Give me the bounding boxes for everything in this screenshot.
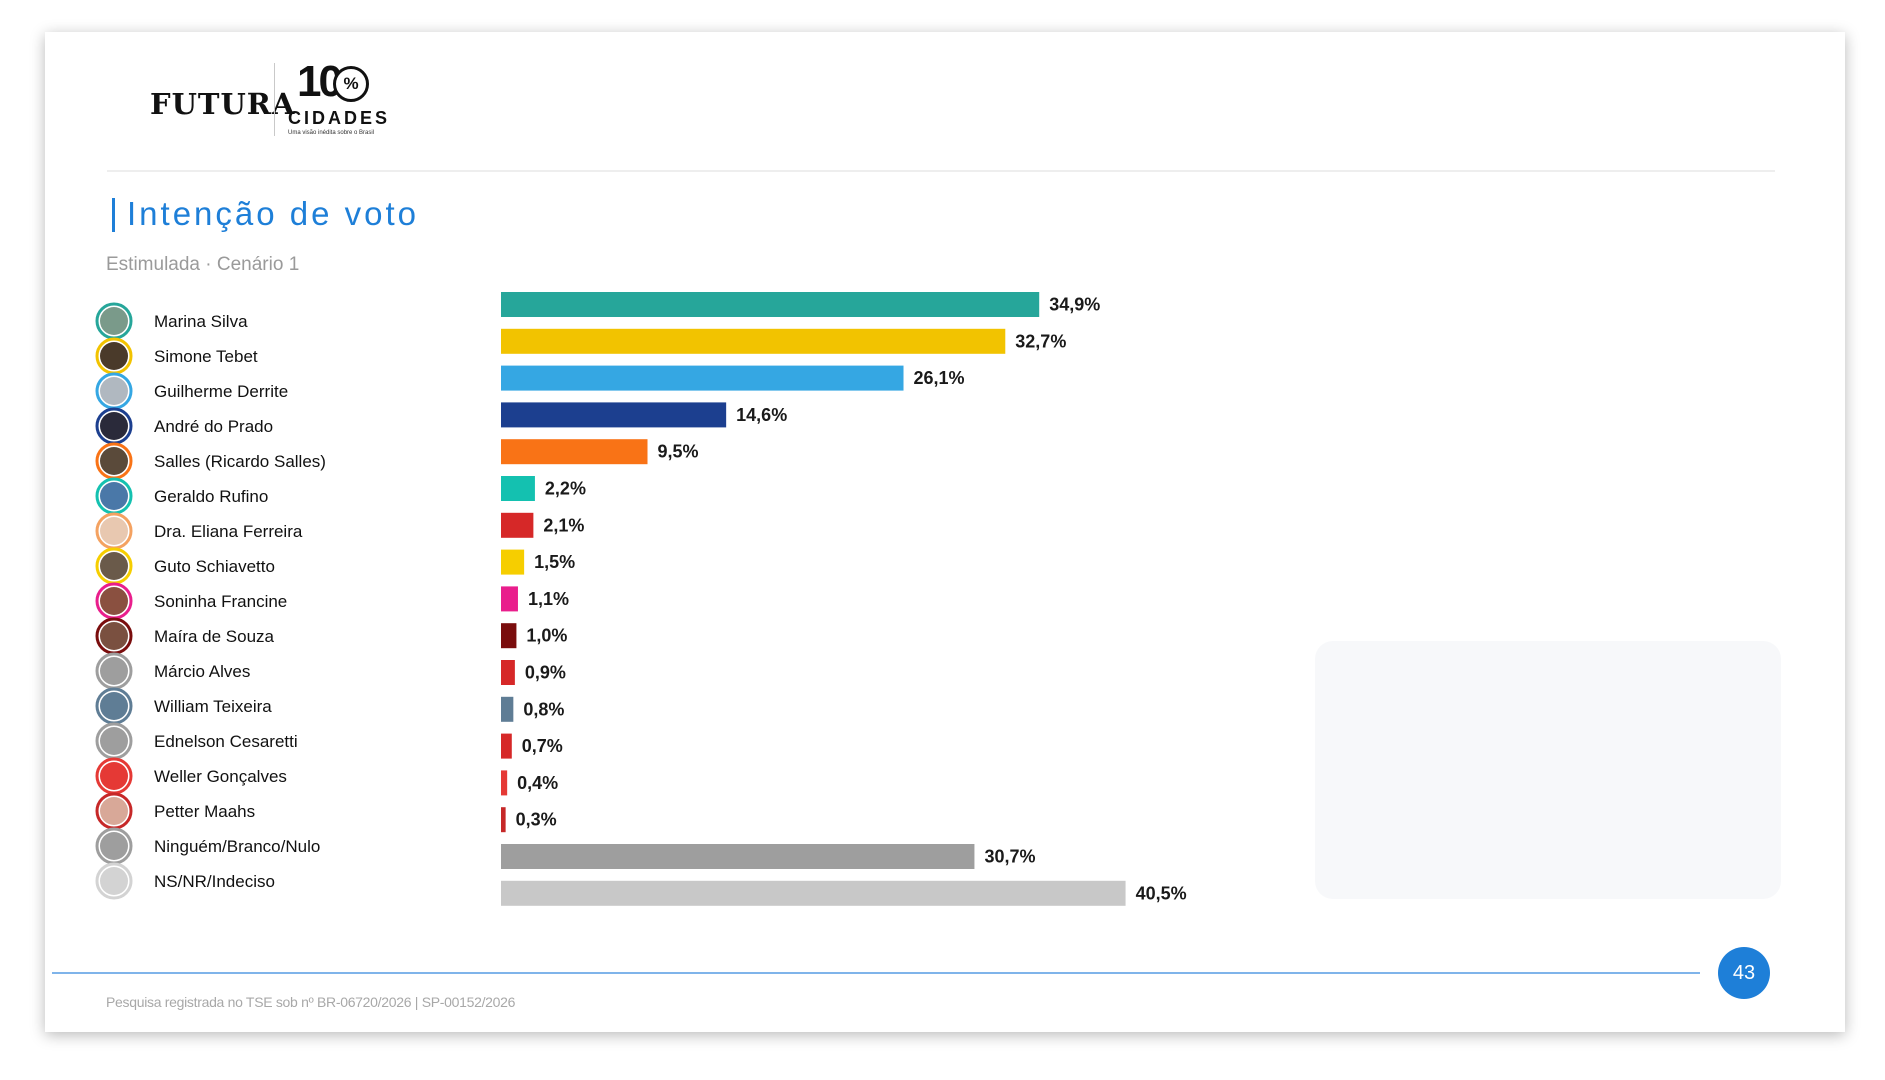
candidate-avatar bbox=[100, 517, 128, 545]
vote-bar bbox=[501, 623, 517, 649]
vote-value-label: 0,3% bbox=[516, 810, 557, 830]
vote-value-label: 1,0% bbox=[526, 626, 567, 646]
vote-value-label: 32,7% bbox=[1015, 331, 1066, 351]
candidate-name-label: Ninguém/Branco/Nulo bbox=[154, 837, 320, 856]
vote-value-label: 2,1% bbox=[543, 515, 584, 535]
candidate-name-label: Márcio Alves bbox=[154, 662, 250, 681]
candidate-name-label: Salles (Ricardo Salles) bbox=[154, 452, 326, 471]
vote-value-label: 2,2% bbox=[545, 479, 586, 499]
vote-bar bbox=[501, 880, 1126, 906]
header-divider bbox=[107, 170, 1775, 172]
candidate-name-label: Simone Tebet bbox=[154, 347, 258, 366]
vote-value-label: 0,7% bbox=[522, 736, 563, 756]
vote-value-label: 0,4% bbox=[517, 773, 558, 793]
partner-tagline: Uma visão inédita sobre o Brasil bbox=[288, 130, 375, 136]
candidate-avatar bbox=[100, 622, 128, 650]
logo-divider bbox=[274, 63, 275, 136]
vote-value-label: 1,5% bbox=[534, 552, 575, 572]
candidate-name-label: Guilherme Derrite bbox=[154, 382, 288, 401]
partner-name: CIDADES bbox=[288, 108, 391, 128]
vote-bar bbox=[501, 402, 727, 428]
candidate-name-label: Dra. Eliana Ferreira bbox=[154, 522, 303, 541]
partner-percent-mark: % bbox=[333, 66, 369, 102]
vote-value-label: 1,1% bbox=[528, 589, 569, 609]
vote-value-label: 30,7% bbox=[984, 847, 1035, 867]
candidate-name-label: Marina Silva bbox=[154, 312, 248, 331]
vote-value-label: 26,1% bbox=[914, 368, 965, 388]
vote-bar bbox=[501, 807, 506, 833]
candidate-avatar bbox=[100, 377, 128, 405]
vote-value-label: 9,5% bbox=[658, 442, 699, 462]
vote-bar bbox=[501, 365, 904, 391]
page-number-badge: 43 bbox=[1718, 947, 1770, 999]
vote-bar bbox=[501, 292, 1040, 317]
candidate-name-label: Petter Maahs bbox=[154, 802, 255, 821]
vote-bar bbox=[501, 660, 515, 685]
empty-panel bbox=[1315, 641, 1781, 899]
candidate-avatar bbox=[100, 832, 128, 860]
vote-bar bbox=[501, 733, 512, 759]
candidate-avatar bbox=[100, 342, 128, 370]
chart-subtitle: Estimulada · Cenário 1 bbox=[106, 254, 300, 275]
candidate-avatar bbox=[100, 867, 128, 895]
candidate-name-label: NS/NR/Indeciso bbox=[154, 872, 275, 891]
candidate-name-label: Soninha Francine bbox=[154, 592, 287, 611]
vote-bar bbox=[501, 512, 534, 538]
candidate-name-label: Ednelson Cesaretti bbox=[154, 732, 298, 751]
candidate-name-label: Geraldo Rufino bbox=[154, 487, 268, 506]
vote-value-label: 14,6% bbox=[736, 405, 787, 425]
vote-bar bbox=[501, 844, 975, 869]
candidate-avatar bbox=[100, 762, 128, 790]
vote-value-label: 0,8% bbox=[523, 699, 564, 719]
candidate-name-label: André do Prado bbox=[154, 417, 273, 436]
candidate-avatar bbox=[100, 727, 128, 755]
candidate-avatar bbox=[100, 307, 128, 335]
vote-bar bbox=[501, 770, 508, 796]
vote-bar bbox=[501, 586, 518, 612]
vote-bar bbox=[501, 476, 535, 501]
vote-value-label: 40,5% bbox=[1136, 883, 1187, 903]
candidate-name-label: Weller Gonçalves bbox=[154, 767, 287, 786]
footer-note: Pesquisa registrada no TSE sob nº BR-067… bbox=[106, 994, 516, 1010]
candidate-avatar bbox=[100, 482, 128, 510]
candidate-name-label: Maíra de Souza bbox=[154, 627, 275, 646]
candidate-avatar bbox=[100, 657, 128, 685]
candidate-avatar bbox=[100, 447, 128, 475]
vote-bar bbox=[501, 439, 648, 465]
candidate-avatar bbox=[100, 412, 128, 440]
footer-divider bbox=[52, 972, 1700, 974]
candidate-avatar bbox=[100, 587, 128, 615]
vote-bar bbox=[501, 328, 1006, 354]
title-accent-bar bbox=[112, 198, 115, 232]
candidate-name-label: William Teixeira bbox=[154, 697, 272, 716]
candidate-avatar bbox=[100, 552, 128, 580]
vote-bar bbox=[501, 696, 514, 722]
vote-intention-chart: Marina Silva 34,9% Simone Tebet 32,7% Guilhe… bbox=[95, 292, 1187, 906]
vote-value-label: 0,9% bbox=[525, 663, 566, 683]
vote-bar bbox=[501, 549, 525, 575]
brand-name: FUTURA bbox=[150, 87, 296, 121]
slide: FUTURA 10 % CIDADES Uma visão inédita so… bbox=[45, 32, 1845, 1032]
candidate-avatar bbox=[100, 692, 128, 720]
chart-title: Intenção de voto bbox=[127, 195, 420, 232]
vote-value-label: 34,9% bbox=[1049, 295, 1100, 315]
candidate-avatar bbox=[100, 797, 128, 825]
candidate-name-label: Guto Schiavetto bbox=[154, 557, 275, 576]
